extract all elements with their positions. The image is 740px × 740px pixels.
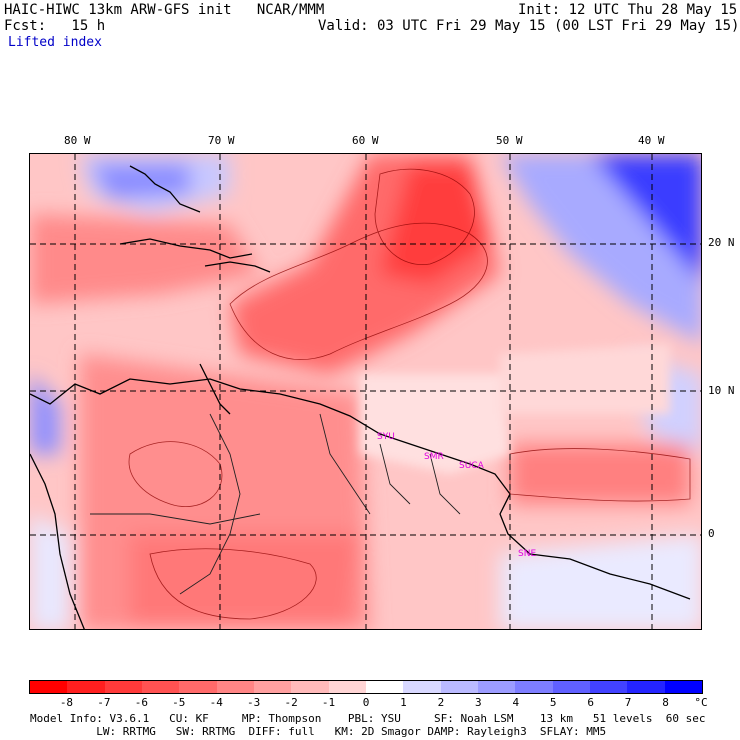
colorbar-tick-label: -6 <box>134 696 148 709</box>
contour-central <box>229 222 488 360</box>
lat-label-eq: 0 <box>708 527 715 540</box>
colorbar-unit: °C <box>694 696 708 709</box>
graticule <box>30 154 701 629</box>
station-label-smr: SMR <box>424 452 444 462</box>
lat-label-20n: 20 N <box>708 236 735 249</box>
lon-label-50w: 50 W <box>496 134 523 147</box>
colorbar-tick-label: -1 <box>321 696 336 709</box>
neutral-atlantic-band <box>500 344 670 414</box>
contour-amazon <box>149 548 317 620</box>
contours <box>128 168 691 620</box>
colorbar-swatch <box>365 681 404 693</box>
contour-colombia <box>128 441 223 507</box>
colorbar-swatch <box>291 681 329 693</box>
colorbar-tick-label: 3 <box>475 696 482 709</box>
colorbar-swatch <box>67 681 105 693</box>
coastlines <box>30 165 691 629</box>
coast-bahamas <box>129 165 201 213</box>
init-time: Init: 12 UTC Thu 28 May 15 <box>518 2 738 18</box>
colorbar-swatch <box>627 681 665 693</box>
colorbar-tick-label: -3 <box>247 696 261 709</box>
valid-time: Valid: 03 UTC Fri 29 May 15 (00 LST Fri … <box>318 18 740 34</box>
model-info-line-1: Model Info: V3.6.1 CU: KF MP: Thompson P… <box>30 712 706 725</box>
colorbar-tick-label: 2 <box>437 696 445 709</box>
colorbar-swatch <box>30 681 68 693</box>
colorbar-tick-label: 1 <box>400 696 407 709</box>
colorbar-swatch <box>552 681 590 693</box>
forecast-hour: Fcst: 15 h <box>4 18 106 34</box>
colorbar-swatch <box>403 681 441 693</box>
colorbar-swatch <box>328 681 366 693</box>
border-peru-ecuador <box>90 513 261 525</box>
coast-south-america-north <box>30 378 691 600</box>
contour-core <box>374 168 475 266</box>
colorbar-swatch <box>515 681 553 693</box>
coast-pacific <box>30 453 85 629</box>
colorbar-swatch <box>141 681 180 693</box>
border-suriname-french-guiana <box>429 453 461 515</box>
colorbar-swatch <box>589 681 628 693</box>
contour-atlantic <box>509 448 691 502</box>
stable-pacific <box>30 374 60 454</box>
stable-southeast <box>500 534 701 629</box>
border-colombia-venezuela <box>179 413 241 595</box>
colorbar-tick-label: 7 <box>624 696 632 709</box>
coast-hispaniola <box>204 261 271 273</box>
colorbar-tick-label: -8 <box>59 696 74 709</box>
lat-label-10n: 10 N <box>708 384 735 397</box>
colorbar-swatch <box>477 681 516 693</box>
colorbar-tick-label: 6 <box>587 696 594 709</box>
lifted-index-map <box>29 153 702 630</box>
lon-label-80w: 80 W <box>64 134 91 147</box>
model-title: HAIC-HIWC 13km ARW-GFS init NCAR/MMM <box>4 2 325 18</box>
unstable-caribbean <box>30 214 260 304</box>
colorbar-swatch <box>440 681 478 693</box>
colorbar-tick-label: -4 <box>209 696 223 709</box>
border-guyana-suriname <box>379 443 411 505</box>
station-label-suca: SUCA <box>459 461 484 471</box>
field-name: Lifted index <box>8 35 102 50</box>
stable-northeast-core <box>590 154 701 282</box>
colorbar-tick-label: 8 <box>662 696 669 709</box>
coast-greater-antilles <box>119 238 253 259</box>
border-venezuela-guyana <box>319 413 371 515</box>
colorbar-tick-label: 5 <box>549 696 557 709</box>
colorbar-tick-label: -7 <box>97 696 111 709</box>
map-canvas <box>30 154 701 629</box>
coast-lake-maracaibo <box>199 363 231 415</box>
neutral-guiana-coast <box>360 374 510 474</box>
stable-southwest <box>30 514 70 629</box>
colorbar-swatch <box>664 681 702 693</box>
unstable-amazon <box>130 534 360 624</box>
model-info-line-2: LW: RRTMG SW: RRTMG DIFF: full KM: 2D Sm… <box>30 725 607 738</box>
colorbar-tick-label: -5 <box>172 696 186 709</box>
colorbar-swatch <box>216 681 254 693</box>
unstable-equatorial-atlantic <box>510 444 690 504</box>
stable-bahamas-core <box>90 164 190 199</box>
colorbar-tick-label: 0 <box>362 696 370 709</box>
colorbar-swatch <box>179 681 217 693</box>
lon-label-60w: 60 W <box>352 134 379 147</box>
colorbar-tick-label: -2 <box>284 696 298 709</box>
country-borders <box>90 413 461 595</box>
station-label-syu: SYU <box>377 432 395 442</box>
station-label-sne: SNE <box>518 549 537 559</box>
colorbar-swatch <box>104 681 142 693</box>
colorbar-swatch <box>253 681 292 693</box>
lon-label-40w: 40 W <box>638 134 665 147</box>
colorbar-tick-label: 4 <box>512 696 520 709</box>
colorbar <box>29 680 703 694</box>
lon-label-70w: 70 W <box>208 134 235 147</box>
